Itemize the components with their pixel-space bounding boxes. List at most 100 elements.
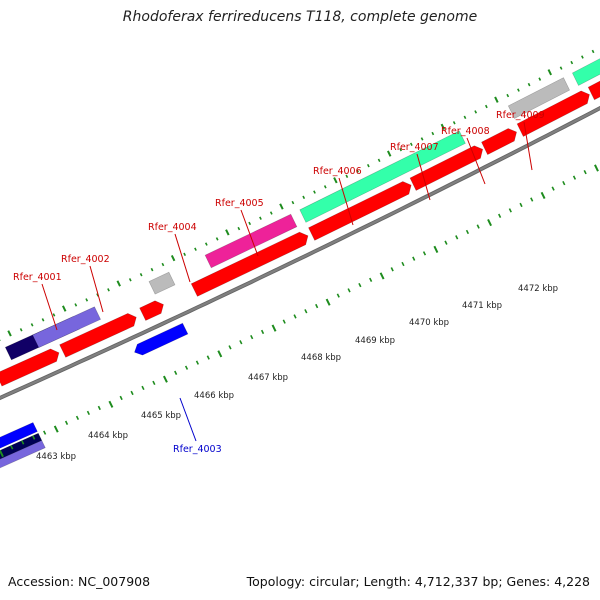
tick-minor-scale <box>250 334 254 340</box>
tick-major-top <box>494 96 499 103</box>
tick-major-scale <box>433 245 439 253</box>
reverse-gene-rfer-4003[interactable] <box>134 322 189 356</box>
scale-label: 4472 kbp <box>518 284 558 294</box>
reverse-gene-edge-1[interactable] <box>0 422 38 453</box>
tick-minor-top <box>527 82 531 87</box>
tick-minor-top <box>431 131 435 136</box>
tick-minor-scale <box>369 277 373 282</box>
forward-gene-5[interactable] <box>308 181 412 241</box>
tick-minor-scale <box>455 235 459 240</box>
tick-minor-scale <box>10 445 14 450</box>
tick-minor-scale <box>530 197 534 202</box>
tick-minor-top <box>323 185 327 189</box>
accession-label: Accession: NC_007908 <box>8 574 151 589</box>
tick-minor-top <box>107 288 110 292</box>
gene-label[interactable]: Rfer_4008 <box>441 126 490 137</box>
tick-minor-top <box>74 303 78 307</box>
forward-gene-1[interactable] <box>0 348 60 387</box>
gene-label[interactable]: Rfer_4001 <box>13 272 62 283</box>
cds-rfer-4008[interactable] <box>507 77 570 119</box>
gene-leader-line <box>41 283 58 331</box>
gene-label[interactable]: Rfer_4007 <box>390 142 439 153</box>
tick-minor-scale <box>195 360 200 365</box>
tick-major-scale <box>53 425 59 433</box>
tick-minor-top <box>409 142 413 147</box>
tick-minor-scale <box>32 435 36 440</box>
tick-minor-top <box>128 278 132 282</box>
tick-minor-top <box>215 237 219 241</box>
forward-gene-2[interactable] <box>59 313 137 358</box>
tick-minor-top <box>269 211 273 215</box>
tick-minor-top <box>194 247 197 251</box>
gene-leader-line <box>174 233 191 283</box>
tick-major-top <box>116 280 121 287</box>
tick-minor-top <box>517 88 520 92</box>
tick-minor-top <box>484 104 488 109</box>
gene-leader-line <box>466 137 486 185</box>
tick-major-scale <box>379 272 385 280</box>
tick-minor-top <box>85 298 89 302</box>
gene-label[interactable]: Rfer_4005 <box>215 198 264 209</box>
tick-major-top <box>279 203 284 210</box>
tick-minor-scale <box>75 415 80 420</box>
tick-minor-top <box>474 110 478 114</box>
gene-leader-line <box>89 265 104 313</box>
tick-minor-scale <box>130 390 134 396</box>
cds-rfer-4004[interactable] <box>148 271 176 295</box>
scale-label: 4471 kbp <box>462 301 502 311</box>
tick-minor-top <box>313 190 316 194</box>
tick-major-scale <box>162 375 168 383</box>
gene-leader-line <box>179 397 197 442</box>
forward-gene-8[interactable] <box>516 90 590 137</box>
scale-label: 4469 kbp <box>355 336 395 346</box>
tick-major-scale <box>108 400 114 408</box>
tick-major-scale <box>0 449 4 458</box>
gene-label[interactable]: Rfer_4004 <box>148 222 197 233</box>
tick-minor-scale <box>358 282 362 288</box>
tick-minor-top <box>420 137 424 141</box>
forward-gene-6[interactable] <box>409 145 484 191</box>
tick-minor-scale <box>152 380 156 386</box>
tick-major-top <box>225 229 230 236</box>
tick-minor-top <box>452 121 456 125</box>
tick-minor-scale <box>228 345 232 350</box>
tick-major-scale <box>594 164 599 172</box>
gene-label[interactable]: Rfer_4003 <box>173 444 222 455</box>
reverse-gene-edge-3[interactable] <box>0 440 46 469</box>
tick-minor-scale <box>141 385 145 391</box>
tick-minor-top <box>356 169 359 173</box>
forward-gene-9[interactable] <box>587 63 600 101</box>
gene-label[interactable]: Rfer_4006 <box>313 166 362 177</box>
forward-gene-3[interactable] <box>139 300 164 321</box>
tick-minor-scale <box>239 340 243 345</box>
tick-minor-top <box>399 147 402 152</box>
tick-minor-scale <box>422 251 427 256</box>
genome-backbone <box>0 106 600 400</box>
tick-minor-top <box>183 252 187 257</box>
tick-minor-scale <box>498 213 502 218</box>
tick-minor-scale <box>347 288 351 293</box>
scale-label: 4468 kbp <box>301 353 341 363</box>
cds-rfer-4005[interactable] <box>204 213 298 269</box>
tick-minor-scale <box>282 319 286 324</box>
cds-rfer-4002[interactable] <box>32 306 102 348</box>
tick-minor-scale <box>562 180 566 186</box>
gene-label[interactable]: Rfer_4002 <box>61 254 110 265</box>
forward-gene-4[interactable] <box>190 231 309 297</box>
forward-gene-7[interactable] <box>481 128 517 156</box>
tick-major-top <box>62 305 67 312</box>
tick-minor-scale <box>401 261 405 267</box>
cds-rfer-4009[interactable] <box>572 45 600 86</box>
tick-minor-scale <box>43 430 47 435</box>
tick-minor-scale <box>444 240 448 245</box>
tick-major-top <box>547 69 552 76</box>
cds-rfer-4006-4007[interactable] <box>299 130 466 223</box>
tick-minor-top <box>302 195 306 200</box>
tick-minor-scale <box>572 175 577 180</box>
tick-minor-scale <box>21 440 25 445</box>
tick-minor-scale <box>412 256 416 261</box>
tick-minor-top <box>52 313 56 317</box>
gene-label[interactable]: Rfer_4009 <box>496 110 545 121</box>
tick-major-scale <box>487 218 492 227</box>
